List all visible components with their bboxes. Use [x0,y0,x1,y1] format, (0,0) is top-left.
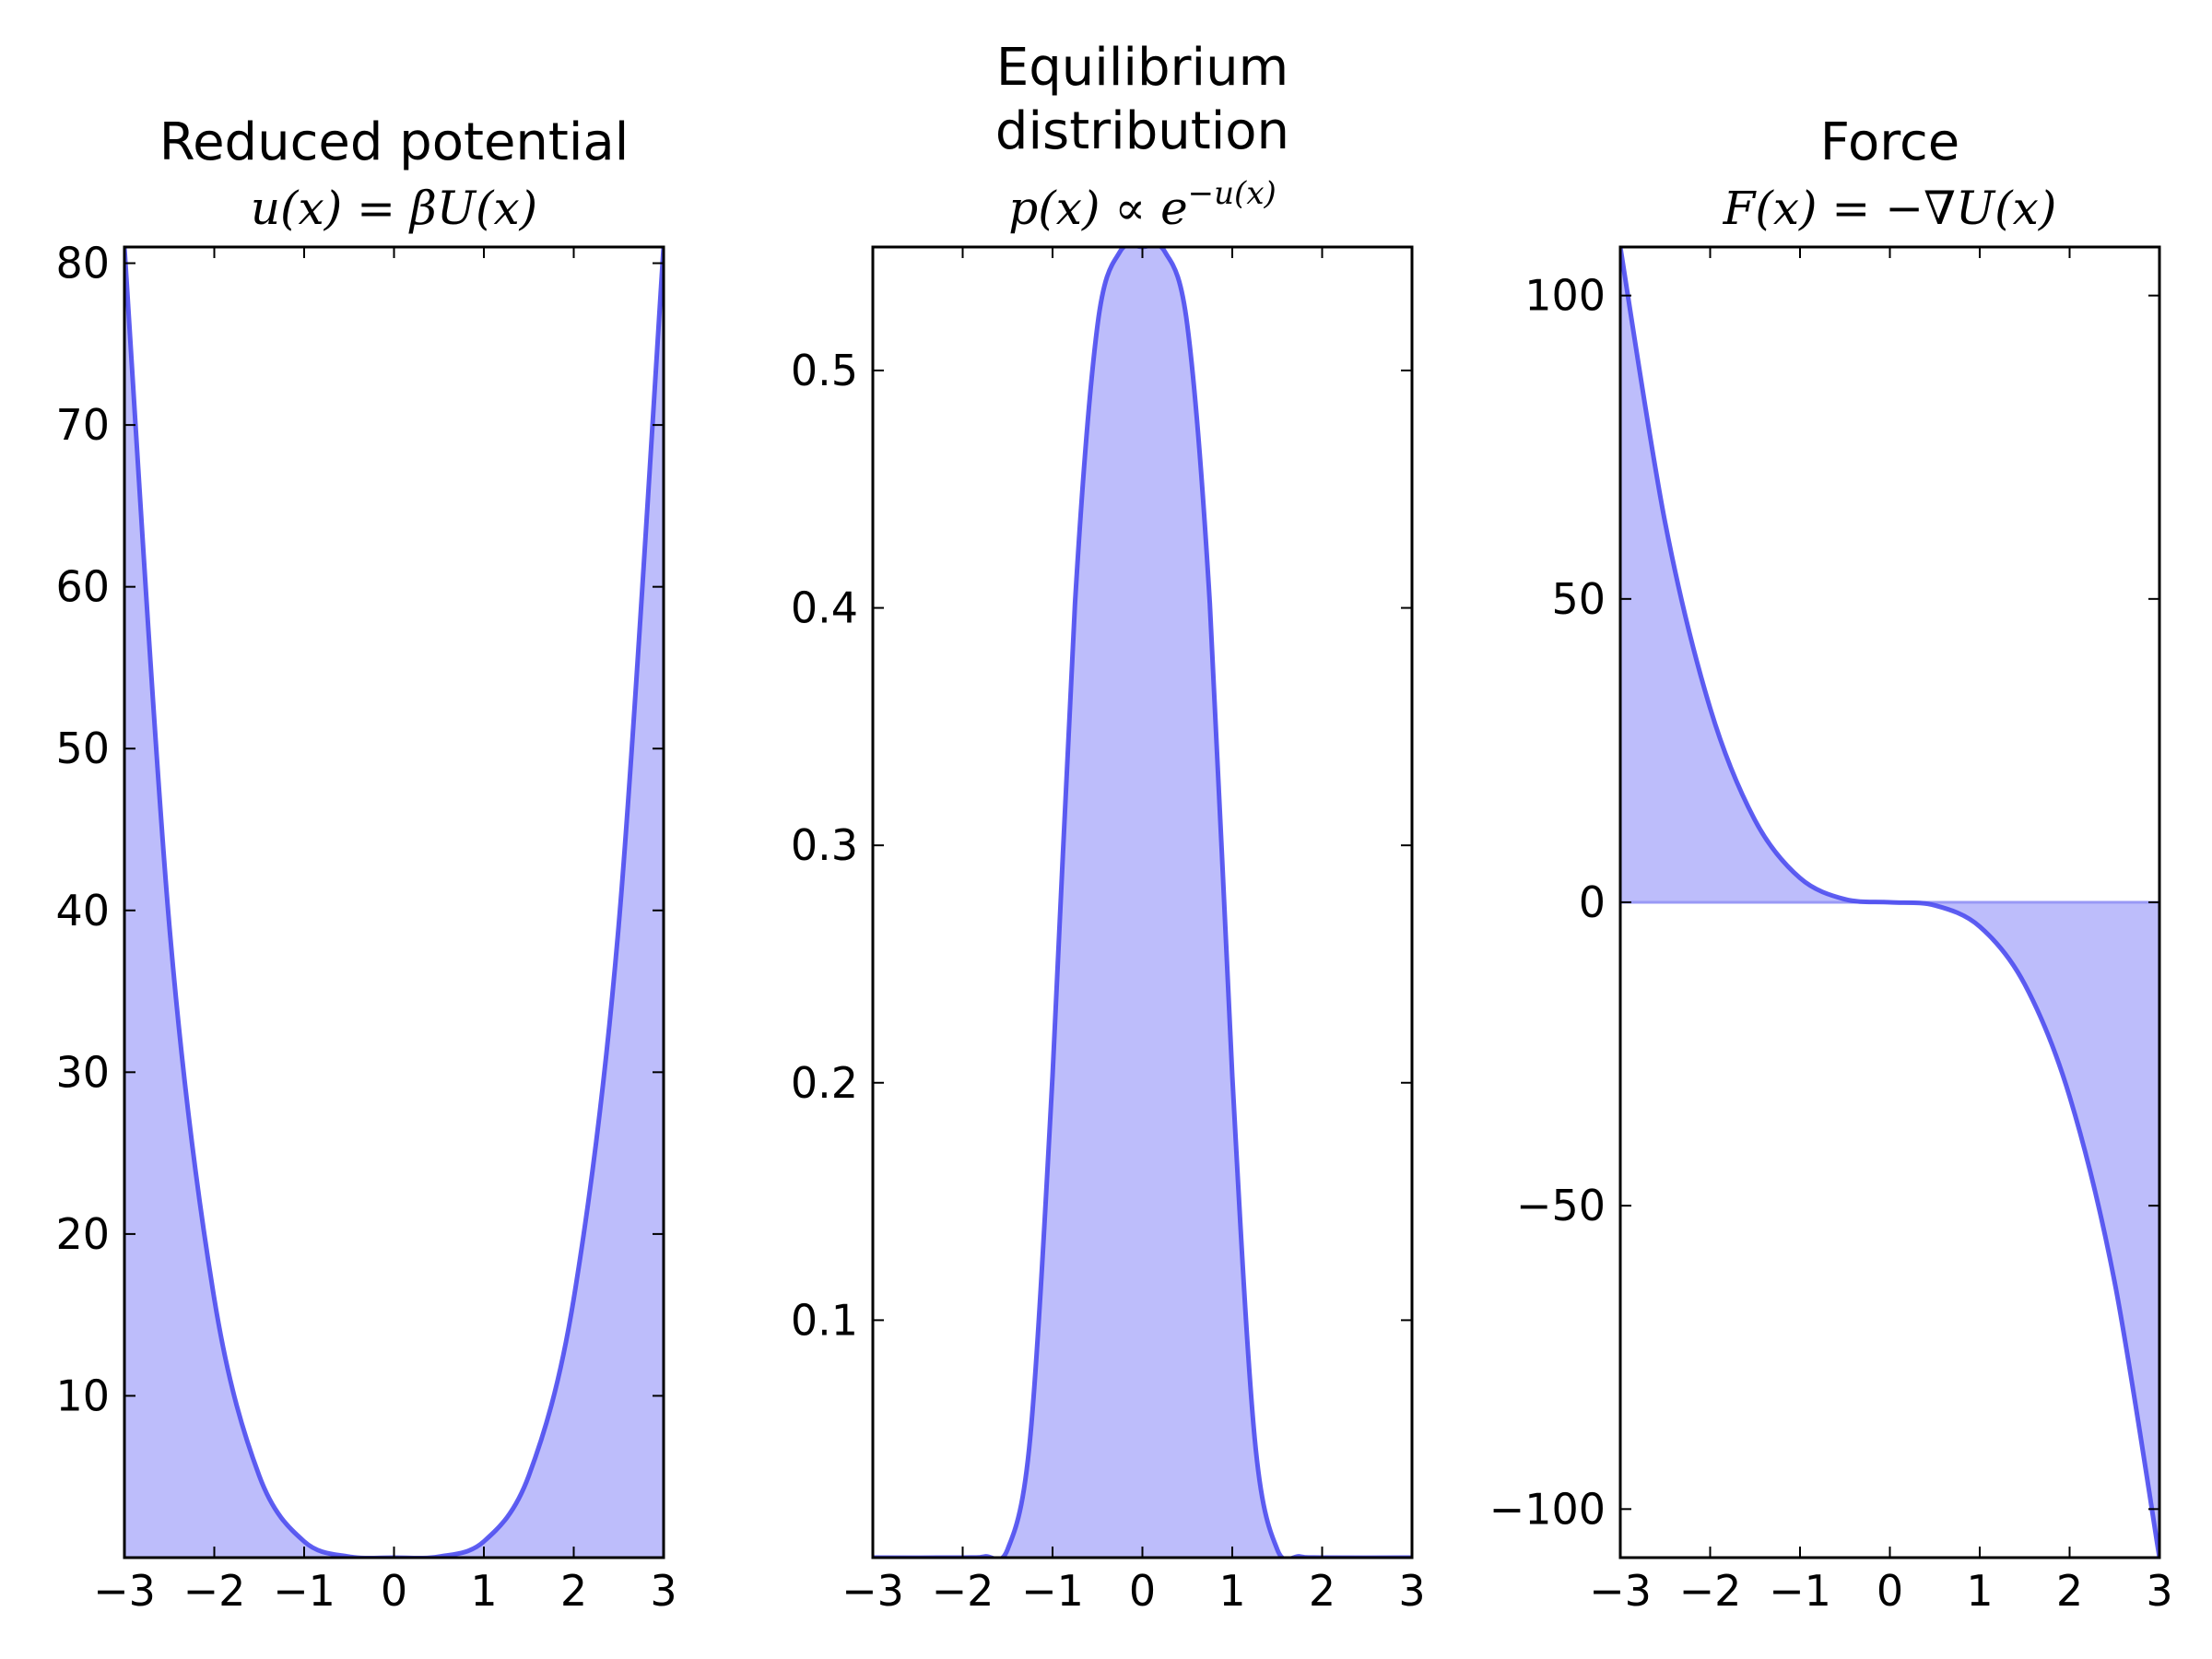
x-tick-label: 3 [650,1566,677,1616]
x-tick-label: 1 [1218,1566,1245,1616]
x-tick-label: 0 [1877,1566,1903,1616]
x-tick-label: 3 [2146,1566,2172,1616]
x-tick-label: 1 [1966,1566,1993,1616]
y-tick-label: 0.5 [791,346,858,395]
x-tick-label: −2 [183,1566,246,1616]
subplot-formula: p(x) ∝ e−u(x) [1008,175,1277,235]
y-tick-label: 80 [55,239,110,288]
x-tick-label: −1 [1021,1566,1084,1616]
y-tick-label: 50 [55,724,110,773]
subplot-title: Force [1820,112,1960,172]
subplot-1: Reduced potential u(x) = βU(x) −3 −2 −1 0 1 2 3 1… [55,112,677,1616]
y-tick-label: 40 [55,886,110,935]
x-tick-label: −2 [932,1566,994,1616]
subplot-formula: F(x) = −∇U(x) [1723,182,2057,235]
x-tick-label: 2 [1309,1566,1335,1616]
y-tick-label: 0.4 [791,583,858,633]
y-tick-label: 10 [55,1371,110,1420]
y-tick-label: 0.2 [791,1058,858,1108]
x-tick-label: 1 [470,1566,497,1616]
y-tick-label: 0.1 [791,1295,858,1345]
series-line [873,247,1412,1558]
x-tick-label: −3 [1589,1566,1652,1616]
y-tick-label: −50 [1516,1181,1606,1230]
subplot-formula: u(x) = βU(x) [251,182,537,235]
x-tick-label: −3 [841,1566,904,1616]
y-tick-label: 20 [55,1209,110,1259]
subplots: Reduced potential u(x) = βU(x) −3 −2 −1 0 1 2 3 1… [55,38,2172,1616]
x-tick-label: 3 [1398,1566,1425,1616]
y-tick-label: 60 [55,562,110,612]
x-tick-label: 0 [381,1566,407,1616]
subplot-title-line: Equilibrium [996,38,1288,98]
y-tick-label: 70 [55,400,110,450]
x-tick-label: 2 [2056,1566,2083,1616]
y-tick-label: 50 [1551,574,1606,624]
x-tick-label: −1 [273,1566,335,1616]
x-tick-label: −2 [1679,1566,1742,1616]
series-line [124,247,664,1558]
y-tick-label: 0.3 [791,820,858,870]
y-tick-label: 30 [55,1047,110,1097]
series-line [1620,247,2159,1558]
area-fill [873,247,1412,1558]
subplot-title-line: distribution [995,101,1289,161]
subplot-3: Force F(x) = −∇U(x) −3 −2 −1 0 1 2 3 −100 −50 0 50 10… [1489,112,2173,1616]
area-fill [124,247,664,1558]
subplot-title: Reduced potential [159,112,629,172]
y-tick-label: 100 [1524,271,1606,321]
x-tick-label: −1 [1769,1566,1831,1616]
y-tick-label: −100 [1489,1484,1606,1534]
x-tick-label: −3 [93,1566,156,1616]
x-tick-label: 0 [1129,1566,1156,1616]
y-tick-label: 0 [1579,877,1606,927]
x-tick-label: 2 [560,1566,587,1616]
